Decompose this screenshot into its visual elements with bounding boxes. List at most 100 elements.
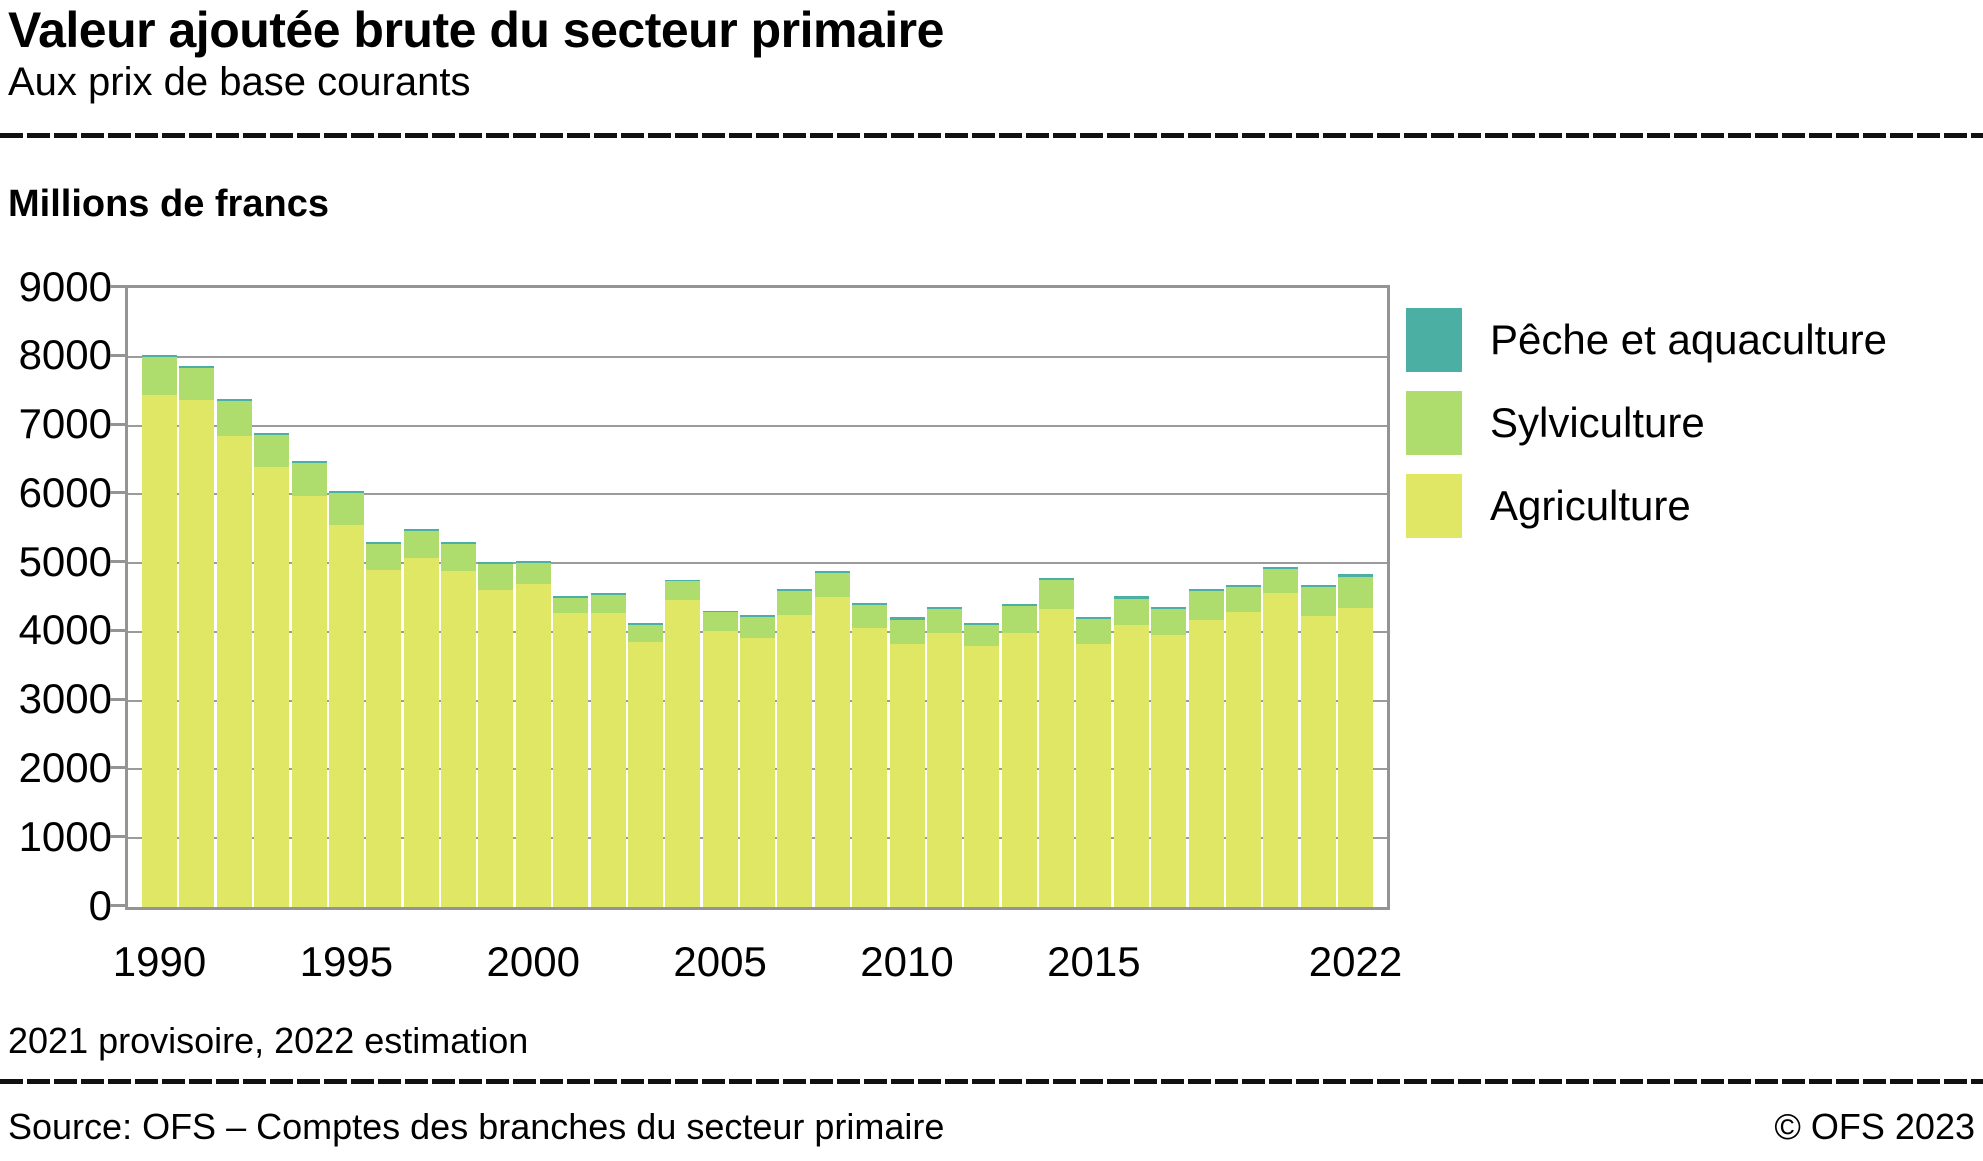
gridline-7000 [128,424,1387,427]
bar-1996-agriculture [366,570,402,907]
gridline-8000 [128,355,1387,358]
y-axis-label-6000: 6000 [18,468,112,516]
bar-1996-peche-et-aquaculture [366,542,402,544]
bar-2014-agriculture [1039,609,1074,907]
bar-2010 [889,617,925,907]
chart-footnote: 2021 provisoire, 2022 estimation [8,1020,529,1061]
bar-2007-peche-et-aquaculture [777,588,813,591]
bar-2016-sylviculture [1113,598,1149,626]
bar-2021-agriculture [1300,616,1336,907]
bar-2003 [627,622,663,907]
y-axis-tick [110,285,125,288]
bar-2014-peche-et-aquaculture [1039,577,1074,580]
bar-1993-agriculture [254,466,290,907]
bar-1994 [291,461,327,907]
bar-2004-agriculture [665,599,701,907]
bar-2016-peche-et-aquaculture [1113,596,1149,599]
legend-swatch-peche-et-aquaculture [1406,308,1462,372]
bar-2005-sylviculture [702,612,738,632]
gridline-5000 [128,562,1387,565]
bar-2019 [1225,584,1261,907]
bar-2000 [515,561,551,907]
bar-2007-sylviculture [777,590,813,616]
bar-2020-sylviculture [1263,568,1299,594]
bar-1993-peche-et-aquaculture [254,433,290,436]
y-axis-label-0: 0 [88,881,112,929]
bar-2008-sylviculture [814,572,850,597]
bar-2008-peche-et-aquaculture [814,570,850,573]
bar-2013-sylviculture [1001,606,1037,633]
bar-2017 [1151,607,1187,907]
bar-2001-sylviculture [553,597,589,614]
bar-1999-peche-et-aquaculture [478,562,514,565]
bar-2018 [1188,588,1224,907]
bar-1998-agriculture [441,570,476,907]
y-axis-label-5000: 5000 [18,537,112,585]
chart-legend: Pêche et aquaculture Sylviculture Agricu… [1406,308,1887,538]
bar-2005-agriculture [702,631,738,907]
legend-swatch-sylviculture [1406,391,1462,455]
bar-2003-sylviculture [627,624,663,642]
bar-1992-sylviculture [216,401,252,436]
bar-1990 [142,354,177,907]
bar-2010-agriculture [889,644,925,907]
bar-2022-peche-et-aquaculture [1338,574,1373,577]
bar-2001-peche-et-aquaculture [553,596,589,598]
bar-2012-peche-et-aquaculture [964,622,1000,625]
y-axis-unit-label: Millions de francs [8,183,329,225]
bar-1990-sylviculture [142,356,177,395]
bar-2015-peche-et-aquaculture [1076,616,1112,619]
bar-2020-peche-et-aquaculture [1263,566,1299,569]
source-text: Source: OFS – Comptes des branches du se… [8,1106,945,1147]
bar-2017-sylviculture [1151,609,1187,636]
bar-2013-peche-et-aquaculture [1001,604,1037,607]
bar-2010-peche-et-aquaculture [889,617,925,620]
bar-2000-peche-et-aquaculture [515,561,551,564]
bar-1991-peche-et-aquaculture [179,365,215,368]
bar-2017-agriculture [1151,635,1187,907]
bar-2016 [1113,596,1149,907]
bar-1992-agriculture [216,435,252,907]
bar-2006-peche-et-aquaculture [740,615,775,618]
bar-2000-sylviculture [515,563,551,584]
bar-1994-agriculture [291,495,327,907]
legend-item-peche-et-aquaculture: Pêche et aquaculture [1406,308,1887,372]
bar-2015-sylviculture [1076,618,1112,644]
bar-2011-agriculture [926,632,962,907]
bar-2015-agriculture [1076,643,1112,907]
bar-2008 [814,570,850,907]
bar-1995-sylviculture [328,492,364,526]
y-axis-tick [110,491,125,495]
bar-2019-agriculture [1225,611,1261,907]
legend-label: Pêche et aquaculture [1490,316,1887,363]
bar-2005-peche-et-aquaculture [702,610,738,613]
x-axis-label-2005: 2005 [673,938,767,985]
bar-2018-agriculture [1188,619,1224,907]
x-axis-label-2022: 2022 [1308,938,1403,985]
bar-2003-agriculture [627,641,663,907]
x-axis-label-2010: 2010 [860,938,954,985]
legend-label: Agriculture [1490,482,1691,529]
bar-2013-agriculture [1001,632,1037,907]
y-axis-tick [110,766,125,770]
bar-1999-sylviculture [478,564,514,590]
bar-2003-peche-et-aquaculture [627,622,663,625]
bar-1999-agriculture [478,589,514,907]
bar-2019-peche-et-aquaculture [1225,584,1261,587]
bottom-separator-rule [0,1079,1983,1084]
bar-2011-peche-et-aquaculture [926,606,962,609]
bar-2011-sylviculture [926,608,962,633]
y-axis-label-3000: 3000 [18,675,112,723]
bar-2002-sylviculture [590,594,626,613]
y-axis-label-4000: 4000 [18,606,112,654]
bar-2007-agriculture [777,615,813,907]
bar-1990-peche-et-aquaculture [142,354,177,357]
y-axis-tick [110,560,125,564]
bar-1992 [216,399,252,907]
y-axis-label-1000: 1000 [18,812,112,860]
bar-1997 [403,529,439,907]
bar-2009-sylviculture [852,605,888,628]
bar-2012-sylviculture [964,624,1000,646]
bar-2022-agriculture [1338,607,1373,907]
y-axis-label-7000: 7000 [18,400,112,448]
